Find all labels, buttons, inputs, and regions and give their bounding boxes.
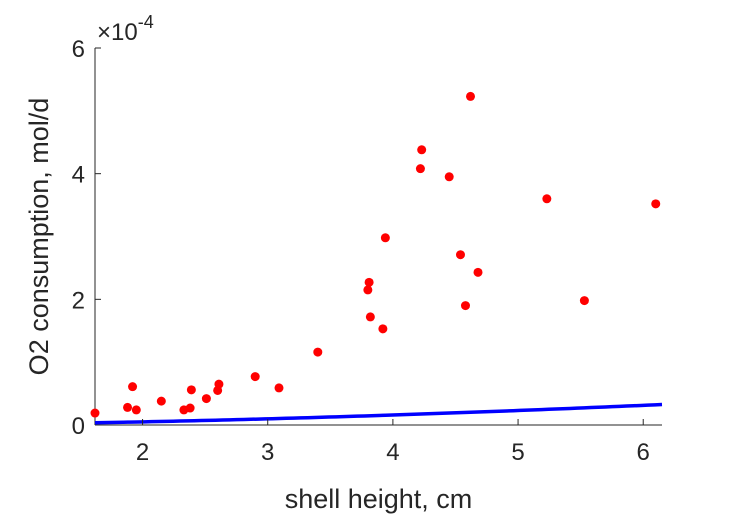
scatter-point — [651, 199, 661, 209]
y-tick-label: 2 — [72, 287, 85, 314]
x-tick-label: 3 — [261, 439, 274, 466]
scatter-point — [214, 379, 224, 389]
scatter-point — [250, 372, 260, 382]
fit-curve-series — [94, 402, 663, 425]
scatter-point — [415, 164, 425, 174]
x-axis-label: shell height, cm — [285, 484, 473, 514]
scatter-point — [363, 285, 373, 295]
scatter-point — [131, 405, 141, 415]
scatter-point — [364, 277, 374, 287]
y-axis-ticks: 0 2 4 6 — [72, 36, 101, 440]
scatter-point — [185, 403, 195, 413]
scatter-point — [417, 145, 427, 155]
x-tick-label: 5 — [511, 439, 524, 466]
scatter-point — [542, 194, 552, 204]
y-tick-label: 0 — [72, 413, 85, 440]
scatter-point — [380, 233, 390, 243]
scatter-point — [201, 394, 211, 404]
scatter-point — [378, 324, 388, 334]
x-tick-label: 6 — [637, 439, 650, 466]
x-axis-ticks: 2 3 4 5 6 — [136, 419, 650, 466]
y-axis-label: O2 consumption, mol/d — [24, 98, 54, 376]
scatter-point — [579, 296, 589, 306]
fit-curve-line — [94, 402, 663, 425]
scatter-point — [460, 301, 470, 311]
y-tick-label: 6 — [72, 36, 85, 63]
scatter-point — [455, 250, 465, 260]
scatter-series — [90, 91, 661, 418]
x-tick-label: 2 — [136, 439, 149, 466]
scatter-point — [444, 172, 454, 182]
scatter-point — [465, 91, 475, 101]
scatter-point — [123, 402, 133, 412]
axes — [94, 48, 662, 426]
scatter-point — [186, 385, 196, 395]
scatter-point — [473, 267, 483, 277]
y-tick-label: 4 — [72, 162, 85, 189]
scatter-point — [274, 383, 284, 393]
scatter-point — [365, 312, 375, 322]
y-exponent-base: ×10 — [97, 19, 138, 46]
y-axis-exponent: ×10-4 — [97, 12, 154, 46]
x-tick-label: 4 — [386, 439, 399, 466]
y-exponent-power: -4 — [138, 12, 154, 32]
scatter-point — [313, 347, 323, 357]
scatter-point — [128, 382, 138, 392]
scatter-point — [90, 408, 100, 418]
scatter-point — [156, 396, 166, 406]
